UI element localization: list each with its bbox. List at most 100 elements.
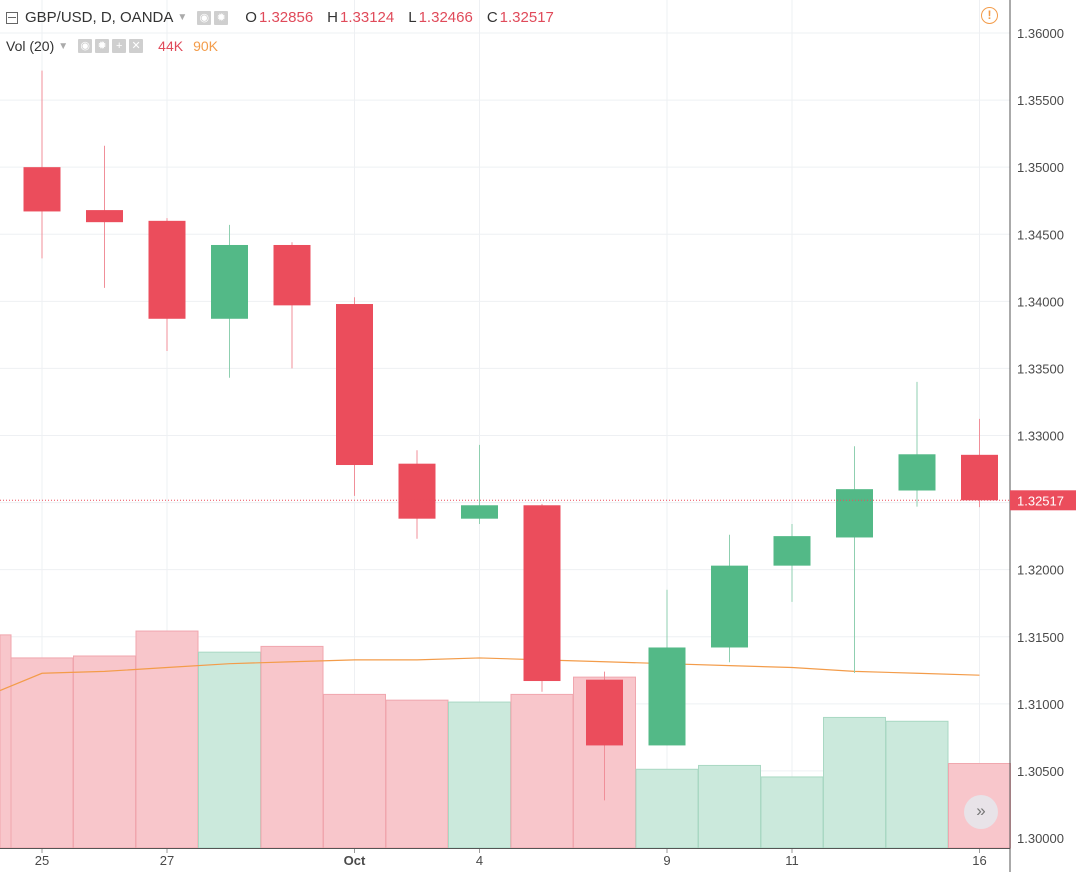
- high-label: H: [327, 9, 339, 26]
- chevron-down-icon[interactable]: ▼: [177, 12, 188, 23]
- candle: [898, 381, 936, 507]
- candle-body: [23, 167, 61, 212]
- volume-bar: [10, 657, 74, 849]
- candle-body: [898, 454, 936, 491]
- candle: [773, 524, 811, 602]
- y-tick-label: 1.35000: [1017, 160, 1064, 175]
- candle: [461, 444, 498, 525]
- candle: [86, 145, 123, 288]
- candle: [836, 446, 873, 673]
- volume-bar: [385, 699, 449, 849]
- volume-value: 44K: [158, 38, 184, 54]
- alert-circle-icon[interactable]: !: [981, 7, 998, 24]
- low-label: L: [408, 9, 417, 26]
- y-tick-label: 1.34500: [1017, 227, 1064, 242]
- gear-icon[interactable]: ✹: [95, 39, 110, 53]
- candle-body: [461, 505, 498, 519]
- high-value: 1.33124: [340, 9, 395, 26]
- chevron-double-right-icon[interactable]: »: [964, 795, 998, 829]
- volume-ma-line: [0, 657, 980, 692]
- candle-body: [773, 536, 811, 566]
- candle: [711, 534, 748, 663]
- volume-label[interactable]: Vol (20): [6, 38, 55, 54]
- candles: [23, 70, 998, 801]
- last-price-label: 1.32517: [1017, 493, 1064, 508]
- candle-body: [836, 489, 873, 538]
- x-tick-label: 11: [785, 853, 799, 868]
- x-tick-label: 16: [972, 853, 986, 868]
- candle-body: [148, 220, 186, 319]
- gear-icon[interactable]: ✹: [214, 10, 229, 25]
- volume-bar: [323, 693, 386, 849]
- y-tick-label: 1.36000: [1017, 26, 1064, 41]
- volume-bar: [885, 720, 949, 849]
- volume-ma-path: [0, 657, 980, 692]
- candle: [273, 242, 311, 369]
- candle-body: [523, 505, 561, 682]
- candle: [336, 297, 373, 496]
- x-tick-label: 27: [160, 853, 174, 868]
- y-tick-label: 1.34000: [1017, 294, 1064, 309]
- volume-bar: [0, 634, 12, 849]
- volume-bar: [635, 768, 699, 849]
- y-tick-label: 1.31000: [1017, 697, 1064, 712]
- low-value: 1.32466: [418, 9, 473, 26]
- symbol-legend: GBP/USD, D, OANDA ▼ ◉ ✹ O 1.32856 H 1.33…: [6, 9, 554, 26]
- chevron-down-icon[interactable]: ▼: [58, 40, 69, 52]
- y-tick-label: 1.35500: [1017, 93, 1064, 108]
- candle: [148, 218, 186, 351]
- candle: [648, 589, 686, 746]
- candle-body: [961, 454, 998, 501]
- candle: [523, 503, 561, 692]
- volume-legend: Vol (20) ▼ ◉ ✹ + ✕ 44K 90K: [6, 38, 218, 54]
- x-tick-label: 25: [35, 853, 49, 868]
- candle: [211, 224, 248, 378]
- volume-bar: [510, 693, 574, 849]
- volume-bar: [448, 701, 511, 849]
- candle-body: [86, 210, 123, 223]
- candle-body: [273, 244, 311, 306]
- volume-bar: [823, 716, 886, 849]
- y-tick-label: 1.32000: [1017, 563, 1064, 578]
- x-tick-label: Oct: [344, 853, 366, 868]
- volume-bar: [198, 651, 261, 849]
- symbol-label[interactable]: GBP/USD, D, OANDA: [25, 9, 174, 26]
- candle-body: [711, 565, 748, 648]
- candle-body: [336, 304, 373, 466]
- candle: [961, 418, 998, 508]
- candle: [23, 70, 61, 259]
- volume-ma-value: 90K: [193, 38, 218, 54]
- close-value: 1.32517: [499, 9, 554, 26]
- close-label: C: [486, 9, 498, 26]
- y-tick-label: 1.33500: [1017, 361, 1064, 376]
- plus-icon[interactable]: +: [112, 39, 127, 53]
- candle-body: [398, 463, 436, 519]
- eye-icon[interactable]: ◉: [78, 39, 93, 53]
- last-price-tag: [1010, 490, 1076, 511]
- open-label: O: [245, 9, 257, 26]
- eye-icon[interactable]: ◉: [197, 10, 212, 25]
- candle-body: [586, 679, 623, 746]
- volume-bars: [0, 630, 1011, 849]
- open-value: 1.32856: [258, 9, 314, 26]
- x-tick-label: 4: [476, 853, 483, 868]
- volume-bar: [73, 655, 136, 849]
- volume-bar: [135, 630, 199, 849]
- volume-bar: [760, 776, 824, 849]
- candle: [398, 450, 436, 539]
- x-tick-label: 9: [663, 853, 670, 868]
- candle-body: [211, 244, 248, 319]
- volume-bar: [698, 764, 761, 849]
- candle-body: [648, 647, 686, 746]
- y-tick-label: 1.30000: [1017, 831, 1064, 846]
- volume-bar: [260, 645, 324, 849]
- y-tick-label: 1.31500: [1017, 630, 1064, 645]
- candle: [586, 671, 623, 801]
- y-tick-label: 1.33000: [1017, 429, 1064, 444]
- close-icon[interactable]: ✕: [129, 39, 144, 53]
- y-tick-label: 1.30500: [1017, 764, 1064, 779]
- collapse-icon[interactable]: [6, 11, 18, 24]
